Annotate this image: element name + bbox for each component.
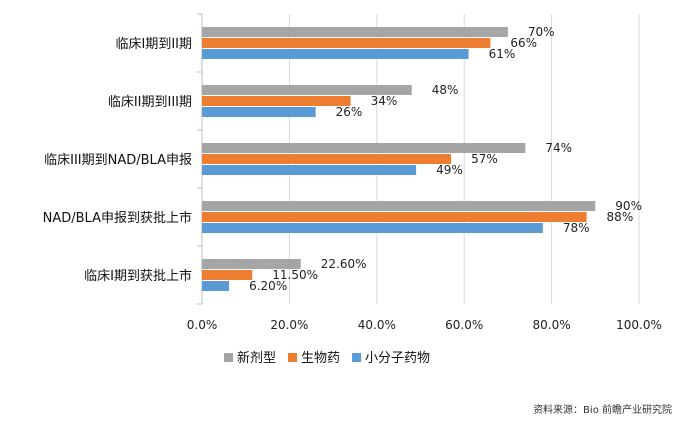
bar [202,270,253,280]
data-label: 34% [371,94,398,108]
data-label: 48% [432,83,459,97]
legend: 新剂型 生物药 小分子药物 [224,350,430,366]
bar [202,281,230,291]
data-label: 57% [471,152,498,166]
bar [202,212,587,222]
data-label: 6.20% [249,279,287,293]
x-tick-label: 0.0% [187,318,218,332]
bar [202,154,452,164]
bar [202,27,508,37]
x-tick-label: 80.0% [533,318,571,332]
bar [202,96,351,106]
legend-swatch [352,353,362,362]
data-label: 70% [528,25,555,39]
category-label: NAD/BLA申报到获批上市 [43,210,192,226]
x-tick-label: 60.0% [445,318,483,332]
bar [202,165,417,175]
category-label: 临床II期到III期 [108,95,192,110]
x-tick-labels: 0.0% 20.0% 40.0% 60.0% 80.0% 100.0% [187,318,662,332]
data-label: 88% [607,210,634,224]
data-label: 66% [510,36,537,50]
data-label: 11.50% [272,268,318,282]
x-tick-label: 100.0% [616,318,662,332]
legend-label: 新剂型 [237,350,276,366]
data-label: 78% [563,221,590,235]
data-label: 22.60% [321,257,367,271]
bar [202,143,526,153]
bar [202,107,316,117]
legend-label: 小分子药物 [365,351,430,366]
x-tick-label: 20.0% [270,318,308,332]
bar [202,38,491,48]
data-labels: 70%66%61% 48% 34% 26% 74% 57% 49% 90%88% 78% 22.6… [249,25,642,293]
bars [202,27,596,291]
bar [202,259,301,269]
legend-swatch [288,353,298,362]
x-tick-label: 40.0% [358,318,396,332]
data-label: 74% [545,141,572,155]
category-label: 临床I期到II期 [115,37,192,52]
bar [202,201,596,211]
data-label: 90% [615,199,642,213]
data-label: 61% [489,47,516,61]
bar [202,49,469,59]
legend-label: 生物药 [301,351,340,366]
source-note: 资料来源：Bio 前瞻产业研究院 [533,403,672,416]
category-label: 临床III期到NAD/BLA申报 [44,153,192,168]
category-label: 临床I期到获批上市 [84,268,192,284]
gridlines [197,13,640,305]
bar [202,223,543,233]
data-label: 49% [436,163,463,177]
legend-swatch [224,353,233,362]
data-label: 26% [336,105,363,119]
bar [202,85,412,95]
